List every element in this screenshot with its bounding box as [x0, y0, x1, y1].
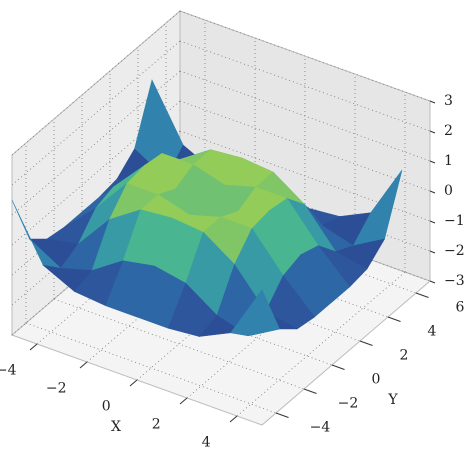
tick-mark	[429, 100, 436, 104]
grid-line	[236, 271, 406, 417]
grid-line	[11, 10, 181, 156]
surface	[11, 79, 403, 337]
tick-mark	[429, 160, 436, 164]
z-tick-label: −3	[444, 273, 465, 289]
tick-mark	[429, 130, 436, 134]
grid-line	[11, 40, 181, 186]
z-tick-label: −1	[444, 213, 465, 229]
y-axis-label: Y	[387, 392, 398, 408]
y-tick-label: 4	[428, 323, 437, 339]
grid-line	[179, 70, 431, 162]
grid-line	[179, 40, 431, 132]
tick-mark	[331, 364, 345, 370]
grid-line	[179, 100, 431, 192]
x-tick-label: 0	[102, 398, 111, 414]
tick-mark	[429, 190, 436, 194]
x-tick-label: −4	[0, 362, 17, 378]
x-tick-label: 4	[202, 434, 211, 450]
tick-mark	[359, 340, 373, 346]
y-tick-label: −4	[310, 419, 331, 435]
z-tick-label: 2	[444, 123, 453, 139]
tick-mark	[387, 316, 401, 322]
tick-mark	[79, 361, 88, 369]
tick-mark	[303, 388, 317, 394]
grid-line	[25, 322, 277, 414]
tick-mark	[129, 379, 138, 387]
y-tick-label: 6	[456, 299, 465, 315]
tick-mark	[429, 250, 436, 254]
grid-line	[179, 10, 431, 102]
grid-line	[53, 298, 305, 390]
z-tick-label: 1	[444, 153, 453, 169]
y-tick-label: −2	[338, 395, 359, 411]
labels: X Y −4 −2 0 2 4 −4 −2 0 2 4 6 −3 −2 −1 0 1 2 3	[0, 93, 465, 450]
tick-mark	[179, 397, 188, 405]
tick-mark	[275, 412, 289, 418]
tick-mark	[29, 343, 38, 351]
z-tick-label: −2	[444, 243, 465, 259]
x-axis-label: X	[111, 419, 121, 435]
x-tick-label: −2	[46, 380, 67, 396]
tick-mark	[429, 220, 436, 224]
z-tick-label: 0	[444, 183, 453, 199]
tick-mark	[429, 280, 436, 284]
tick-mark	[415, 292, 429, 298]
grid-line	[179, 130, 431, 222]
z-tick-label: 3	[444, 93, 453, 109]
surface-patch	[230, 289, 280, 337]
x-tick-label: 2	[152, 416, 161, 432]
y-tick-label: 0	[372, 371, 381, 387]
y-tick-label: 2	[400, 347, 409, 363]
tick-mark	[229, 415, 238, 423]
